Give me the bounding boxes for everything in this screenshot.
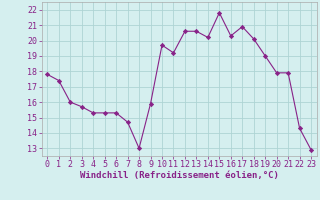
X-axis label: Windchill (Refroidissement éolien,°C): Windchill (Refroidissement éolien,°C) <box>80 171 279 180</box>
